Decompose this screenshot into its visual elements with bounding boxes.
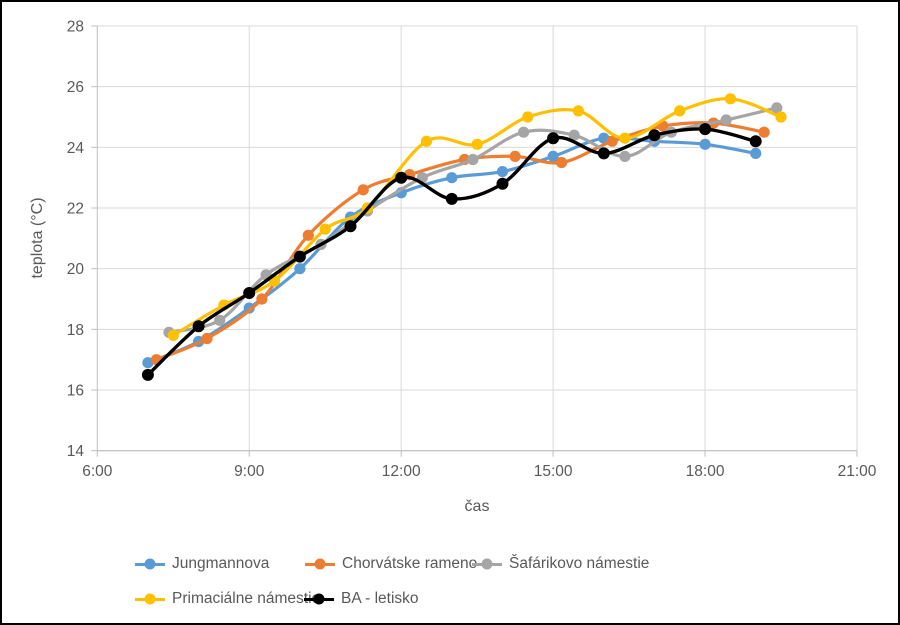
data-point (619, 150, 631, 162)
x-axis-tick-label: 21:00 (838, 463, 877, 480)
data-point (294, 263, 306, 275)
data-point (509, 150, 521, 162)
legend-label: Chorvátske rameno (342, 555, 478, 572)
legend-item--af-rikovo-n-mestie: Šafárikovo námestie (472, 555, 649, 573)
legend-label: Jungmannova (172, 555, 270, 572)
series-chorv-tske-rameno (150, 117, 770, 366)
gridlines (97, 25, 858, 452)
data-point (648, 129, 661, 142)
series-primaci-lne-n-mestie (167, 93, 787, 341)
y-axis-tick-label: 20 (67, 261, 85, 278)
chart-legend-row-1: Jungmannova Chorvátske rameno Šafárikovo n… (135, 552, 649, 576)
y-axis-tick-label: 14 (67, 443, 85, 460)
data-point (357, 184, 369, 196)
y-axis-tick-label: 22 (67, 201, 84, 218)
temperature-line-chart: 14 16 18 20 22 24 26 28 6:00 9:00 12:00 15:00 18:00 2… (29, 19, 877, 516)
x-axis-tick-label: 9:00 (234, 463, 265, 480)
legend-label: Primaciálne námestie (172, 590, 321, 607)
axes (91, 25, 858, 457)
data-point (445, 192, 458, 205)
axis-tick-labels: 14 16 18 20 22 24 26 28 6:00 9:00 12:00 15:00 18:00 2… (67, 19, 877, 481)
data-point (597, 147, 610, 160)
data-point (243, 287, 256, 299)
chart-legend-row-2: Primaciálne námestie BA - letisko (135, 587, 419, 611)
legend-marker-icon (305, 558, 335, 570)
legend-marker-icon (472, 558, 502, 570)
data-point (201, 332, 213, 345)
legend-item-primaci-lne-n-mestie: Primaciálne námestie (135, 590, 320, 608)
data-point (496, 166, 509, 178)
data-point (256, 293, 268, 305)
data-point (395, 171, 408, 184)
data-point (446, 172, 458, 184)
data-point (771, 102, 783, 114)
data-point (192, 320, 205, 333)
data-point (556, 156, 568, 169)
data-point (522, 111, 534, 123)
data-point (344, 220, 357, 233)
data-point (750, 147, 762, 159)
data-point (699, 138, 711, 150)
series-ba-letisko (141, 123, 762, 381)
data-point (699, 123, 712, 136)
y-axis-tick-label: 24 (67, 140, 85, 157)
data-point (214, 314, 226, 326)
legend-marker-icon (135, 593, 165, 605)
legend-item-ba-letisko: BA - letisko (304, 590, 419, 608)
legend-item-chorv-tske-rameno: Chorvátske rameno (305, 555, 477, 573)
data-point (749, 135, 762, 148)
y-axis-tick-label: 18 (67, 322, 84, 339)
data-point (606, 135, 618, 147)
data-point (467, 153, 479, 166)
data-point (547, 150, 559, 162)
x-axis-tick-label: 6:00 (82, 463, 113, 480)
data-series (141, 93, 787, 381)
y-axis-title: teplota (°C) (29, 197, 46, 278)
y-axis-tick-label: 26 (67, 79, 84, 96)
x-axis-tick-label: 18:00 (686, 463, 725, 480)
data-point (471, 138, 483, 150)
data-point (302, 229, 314, 241)
data-point (598, 132, 610, 144)
x-axis-tick-label: 15:00 (534, 463, 573, 480)
data-point (547, 132, 560, 145)
x-axis-title: čas (465, 498, 490, 515)
legend-item-jungmannova: Jungmannova (135, 555, 305, 573)
legend-label: Šafárikovo námestie (509, 555, 650, 572)
data-point (720, 114, 732, 126)
data-point (619, 132, 631, 144)
data-point (319, 223, 331, 235)
legend-marker-icon (304, 593, 334, 605)
data-point (420, 135, 433, 147)
data-point (518, 126, 530, 138)
data-point (167, 329, 179, 341)
data-point (724, 93, 737, 105)
data-point (293, 250, 306, 263)
legend-marker-icon (135, 558, 165, 570)
y-axis-tick-label: 16 (67, 383, 84, 400)
data-point (568, 129, 580, 141)
data-point (141, 368, 154, 381)
data-point (674, 105, 686, 117)
data-point (496, 177, 509, 190)
legend-label: BA - letisko (341, 590, 419, 607)
y-axis-tick-label: 28 (67, 19, 84, 36)
data-point (142, 357, 154, 369)
x-axis-tick-label: 12:00 (382, 463, 421, 480)
data-point (572, 105, 585, 117)
data-point (775, 111, 787, 123)
data-point (758, 126, 770, 138)
